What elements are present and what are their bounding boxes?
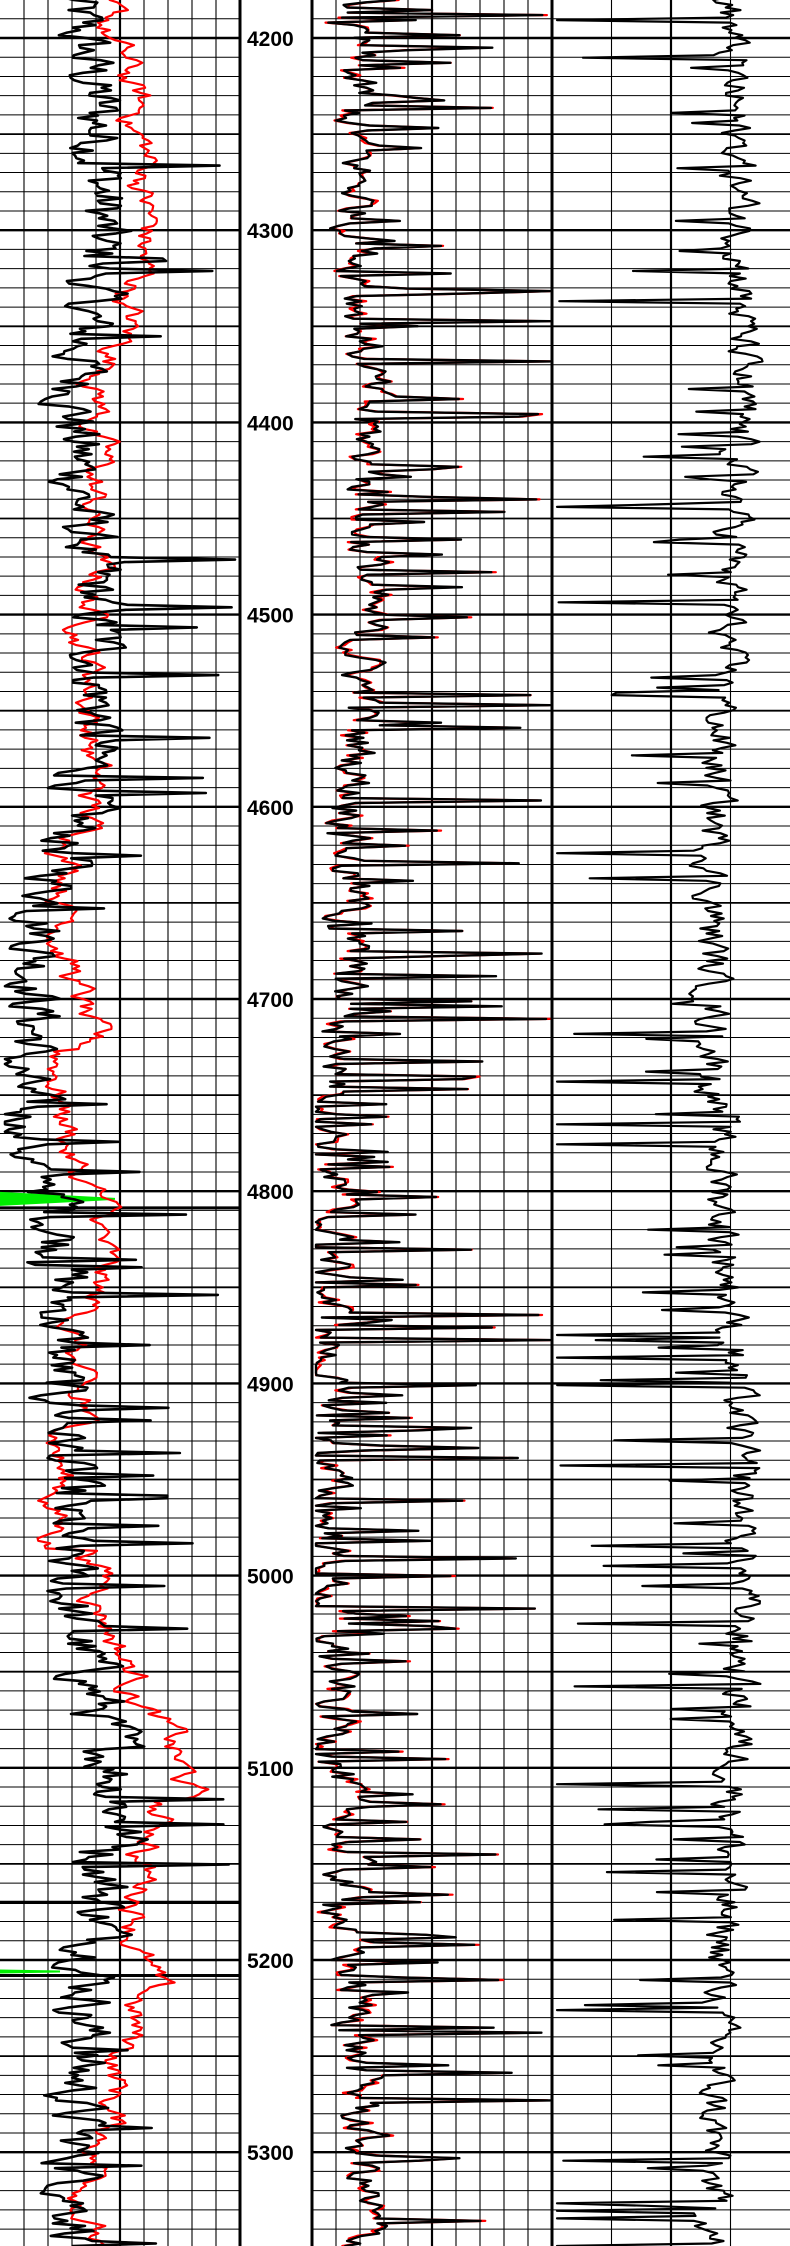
depth-label-5300: 5300 xyxy=(247,2142,294,2165)
depth-label-5200: 5200 xyxy=(247,1950,294,1973)
highlight-fill-1 xyxy=(0,1969,60,1974)
depth-label-4800: 4800 xyxy=(247,1181,294,1204)
highlight-fill-0 xyxy=(0,1191,115,1206)
depth-label-4600: 4600 xyxy=(247,797,294,820)
depth-label-4700: 4700 xyxy=(247,989,294,1012)
depth-label-4200: 4200 xyxy=(247,28,294,51)
track-3-black-curve xyxy=(555,0,764,2246)
track-borders xyxy=(238,0,554,2246)
track-1-black-curve xyxy=(3,0,237,2246)
depth-label-5100: 5100 xyxy=(247,1758,294,1781)
depth-track-labels: 4200 4300 4400 4500 4600 4700 4800 4900 5000 5100… xyxy=(247,28,294,2165)
depth-label-4300: 4300 xyxy=(247,220,294,243)
depth-label-5000: 5000 xyxy=(247,1566,294,1589)
track-2-black-curve xyxy=(314,0,552,2246)
depth-label-4400: 4400 xyxy=(247,412,294,435)
depth-label-4900: 4900 xyxy=(247,1373,294,1396)
track-1-red-curve xyxy=(36,0,210,2246)
log-curves xyxy=(3,0,764,2246)
depth-label-4500: 4500 xyxy=(247,605,294,628)
